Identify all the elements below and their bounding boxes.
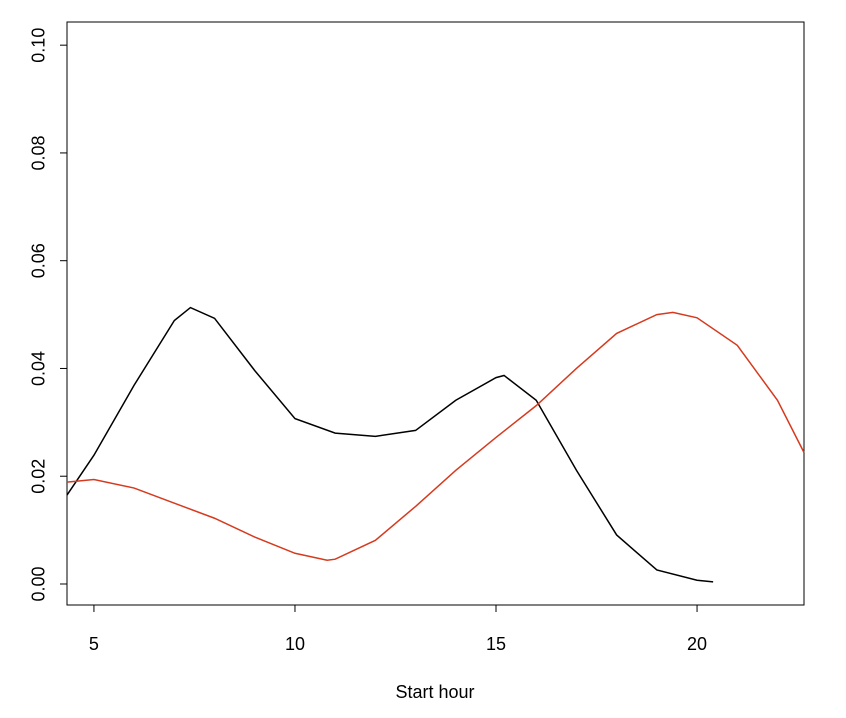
- x-axis-label: Start hour: [395, 682, 474, 702]
- x-tick-label: 15: [486, 634, 506, 654]
- y-tick-label: 0.00: [29, 566, 49, 601]
- plot-box: [66, 21, 805, 606]
- x-tick-label: 20: [687, 634, 707, 654]
- y-tick-label: 0.10: [29, 28, 49, 63]
- y-tick-label: 0.06: [29, 243, 49, 278]
- density-line: [66, 306, 714, 583]
- y-tick-label: 0.08: [29, 135, 49, 170]
- x-tick-label: 10: [285, 634, 305, 654]
- y-tick-label: 0.04: [29, 351, 49, 386]
- y-tick-label: 0.02: [29, 459, 49, 494]
- x-tick-label: 5: [89, 634, 99, 654]
- density-line: [66, 311, 805, 562]
